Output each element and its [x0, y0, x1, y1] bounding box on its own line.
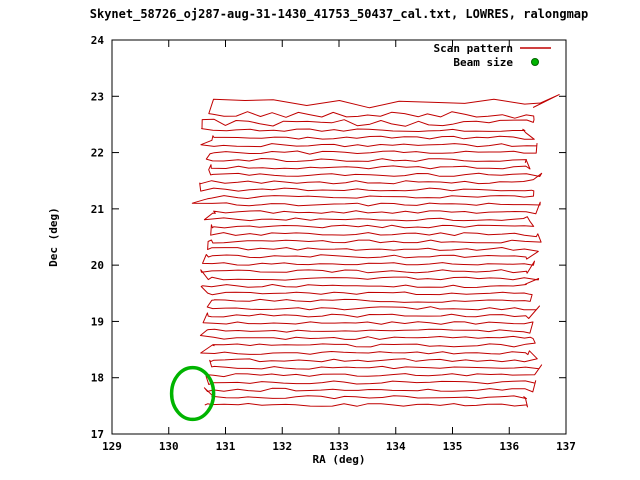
beam-size-circle — [169, 365, 216, 422]
plot-series — [169, 94, 560, 422]
x-tick-label: 132 — [272, 440, 292, 453]
y-tick-label: 23 — [91, 90, 104, 103]
plot-border — [111, 39, 567, 435]
y-tick-label: 21 — [91, 203, 105, 216]
y-tick-label: 19 — [91, 315, 104, 328]
legend: Scan pattern Beam size — [434, 42, 551, 69]
legend-label-beam-size: Beam size — [453, 56, 513, 69]
y-tick-label: 18 — [91, 372, 104, 385]
y-axis-label: Dec (deg) — [47, 207, 60, 267]
x-tick-label: 134 — [386, 440, 406, 453]
y-tick-label: 20 — [91, 259, 104, 272]
y-tick-label: 17 — [91, 428, 104, 441]
scan-pattern-path — [191, 94, 560, 408]
y-tick-label: 24 — [91, 34, 105, 47]
x-tick-label: 130 — [159, 440, 179, 453]
x-tick-label: 137 — [556, 440, 576, 453]
y-tick-label: 22 — [91, 147, 104, 160]
chart-title: Skynet_58726_oj287-aug-31-1430_41753_504… — [90, 7, 589, 22]
x-tick-label: 136 — [499, 440, 519, 453]
x-tick-label: 135 — [443, 440, 463, 453]
legend-beam-marker-icon — [531, 58, 539, 66]
plot-axes: 129 130 131 132 133 134 135 136 137 17 18 19 20 21 22 2… — [91, 34, 576, 453]
x-tick-label: 129 — [102, 440, 122, 453]
x-tick-label: 131 — [216, 440, 236, 453]
x-tick-label: 133 — [329, 440, 349, 453]
legend-label-scan-pattern: Scan pattern — [434, 42, 513, 55]
x-axis-label: RA (deg) — [313, 453, 366, 466]
